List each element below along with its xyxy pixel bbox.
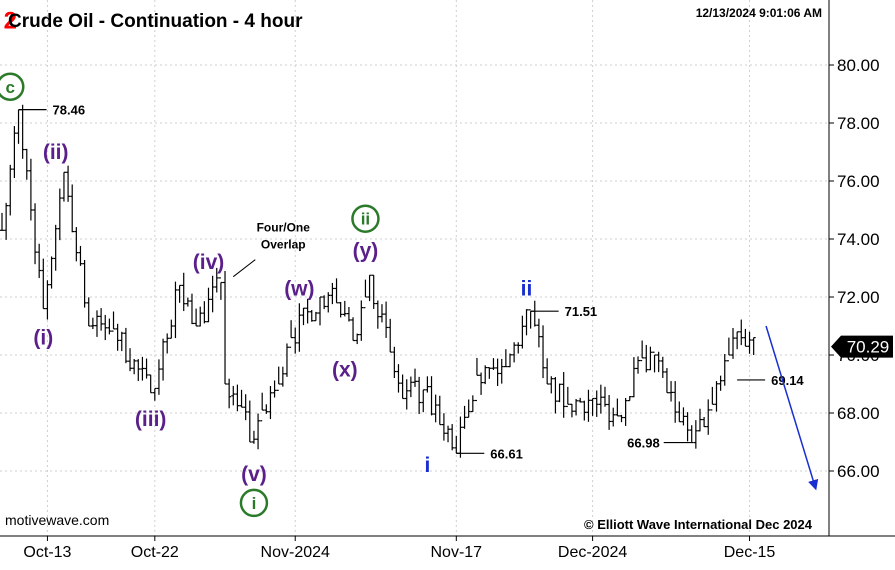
price-tick-label: 68.00 bbox=[837, 404, 880, 423]
timestamp: 12/13/2024 9:01:06 AM bbox=[696, 6, 822, 20]
date-tick-label: Oct-22 bbox=[131, 544, 179, 561]
wave-label: (ii) bbox=[43, 141, 69, 164]
annotation-text: Four/One bbox=[257, 221, 311, 235]
price-callout-label: 78.46 bbox=[53, 103, 86, 118]
date-tick-label: Dec-2024 bbox=[558, 544, 627, 561]
wave-label: (iii) bbox=[135, 408, 167, 431]
price-callout-label: 66.61 bbox=[490, 446, 523, 461]
price-callouts: 78.46 66.61 71.51 66.98 69.14 bbox=[18, 103, 804, 461]
axes bbox=[0, 0, 895, 537]
watermark: motivewave.com bbox=[5, 512, 109, 528]
wave-label: i bbox=[252, 494, 257, 513]
wave-label: i bbox=[424, 454, 430, 477]
last-price-label: 70.29 bbox=[847, 338, 890, 357]
wave-label: ii bbox=[361, 210, 370, 229]
price-bars bbox=[0, 104, 756, 458]
wave-label-circle bbox=[351, 204, 380, 233]
date-tick-label: Dec-15 bbox=[724, 544, 776, 561]
last-price-marker bbox=[831, 335, 893, 358]
wave-label: (iv) bbox=[193, 251, 225, 274]
annotations: Four/One Overlap bbox=[232, 221, 819, 491]
price-callout-label: 69.14 bbox=[771, 373, 804, 388]
price-tick-label: 74.00 bbox=[837, 230, 880, 249]
date-tick-labels: Oct-13 Oct-22 Nov-2024 Nov-17 Dec-2024 Dec-15 bbox=[23, 536, 775, 561]
price-callout-label: 66.98 bbox=[627, 436, 660, 451]
wave-label: 2 bbox=[4, 8, 17, 35]
price-callout-label: 71.51 bbox=[565, 304, 598, 319]
date-tick-label: Oct-13 bbox=[23, 544, 71, 561]
price-tick-label: 66.00 bbox=[837, 462, 880, 481]
price-tick-label: 72.00 bbox=[837, 288, 880, 307]
wave-label: (i) bbox=[33, 327, 53, 350]
date-tick-label: Nov-17 bbox=[431, 544, 483, 561]
forecast-arrow bbox=[765, 325, 819, 491]
price-tick-label: 80.00 bbox=[837, 56, 880, 75]
grid-lines bbox=[0, 0, 829, 536]
copyright: © Elliott Wave International Dec 2024 bbox=[584, 517, 813, 532]
wave-label: ii bbox=[521, 277, 533, 300]
wave-label: c bbox=[6, 78, 15, 97]
last-price-badge: 70.29 bbox=[831, 335, 893, 358]
wave-label: (y) bbox=[353, 240, 379, 263]
chart-title: Crude Oil - Continuation - 4 hour bbox=[8, 11, 303, 32]
wave-label: (v) bbox=[241, 463, 267, 486]
price-tick-label: 78.00 bbox=[837, 114, 880, 133]
annotation-pointer bbox=[232, 259, 256, 278]
annotation-text: Overlap bbox=[261, 238, 306, 252]
wave-label-circle bbox=[0, 72, 25, 101]
wave-label-circle bbox=[239, 488, 269, 518]
date-tick-label: Nov-2024 bbox=[261, 544, 330, 561]
price-tick-label: 76.00 bbox=[837, 172, 880, 191]
wave-label: (w) bbox=[284, 277, 314, 300]
wave-label: (x) bbox=[332, 359, 358, 382]
